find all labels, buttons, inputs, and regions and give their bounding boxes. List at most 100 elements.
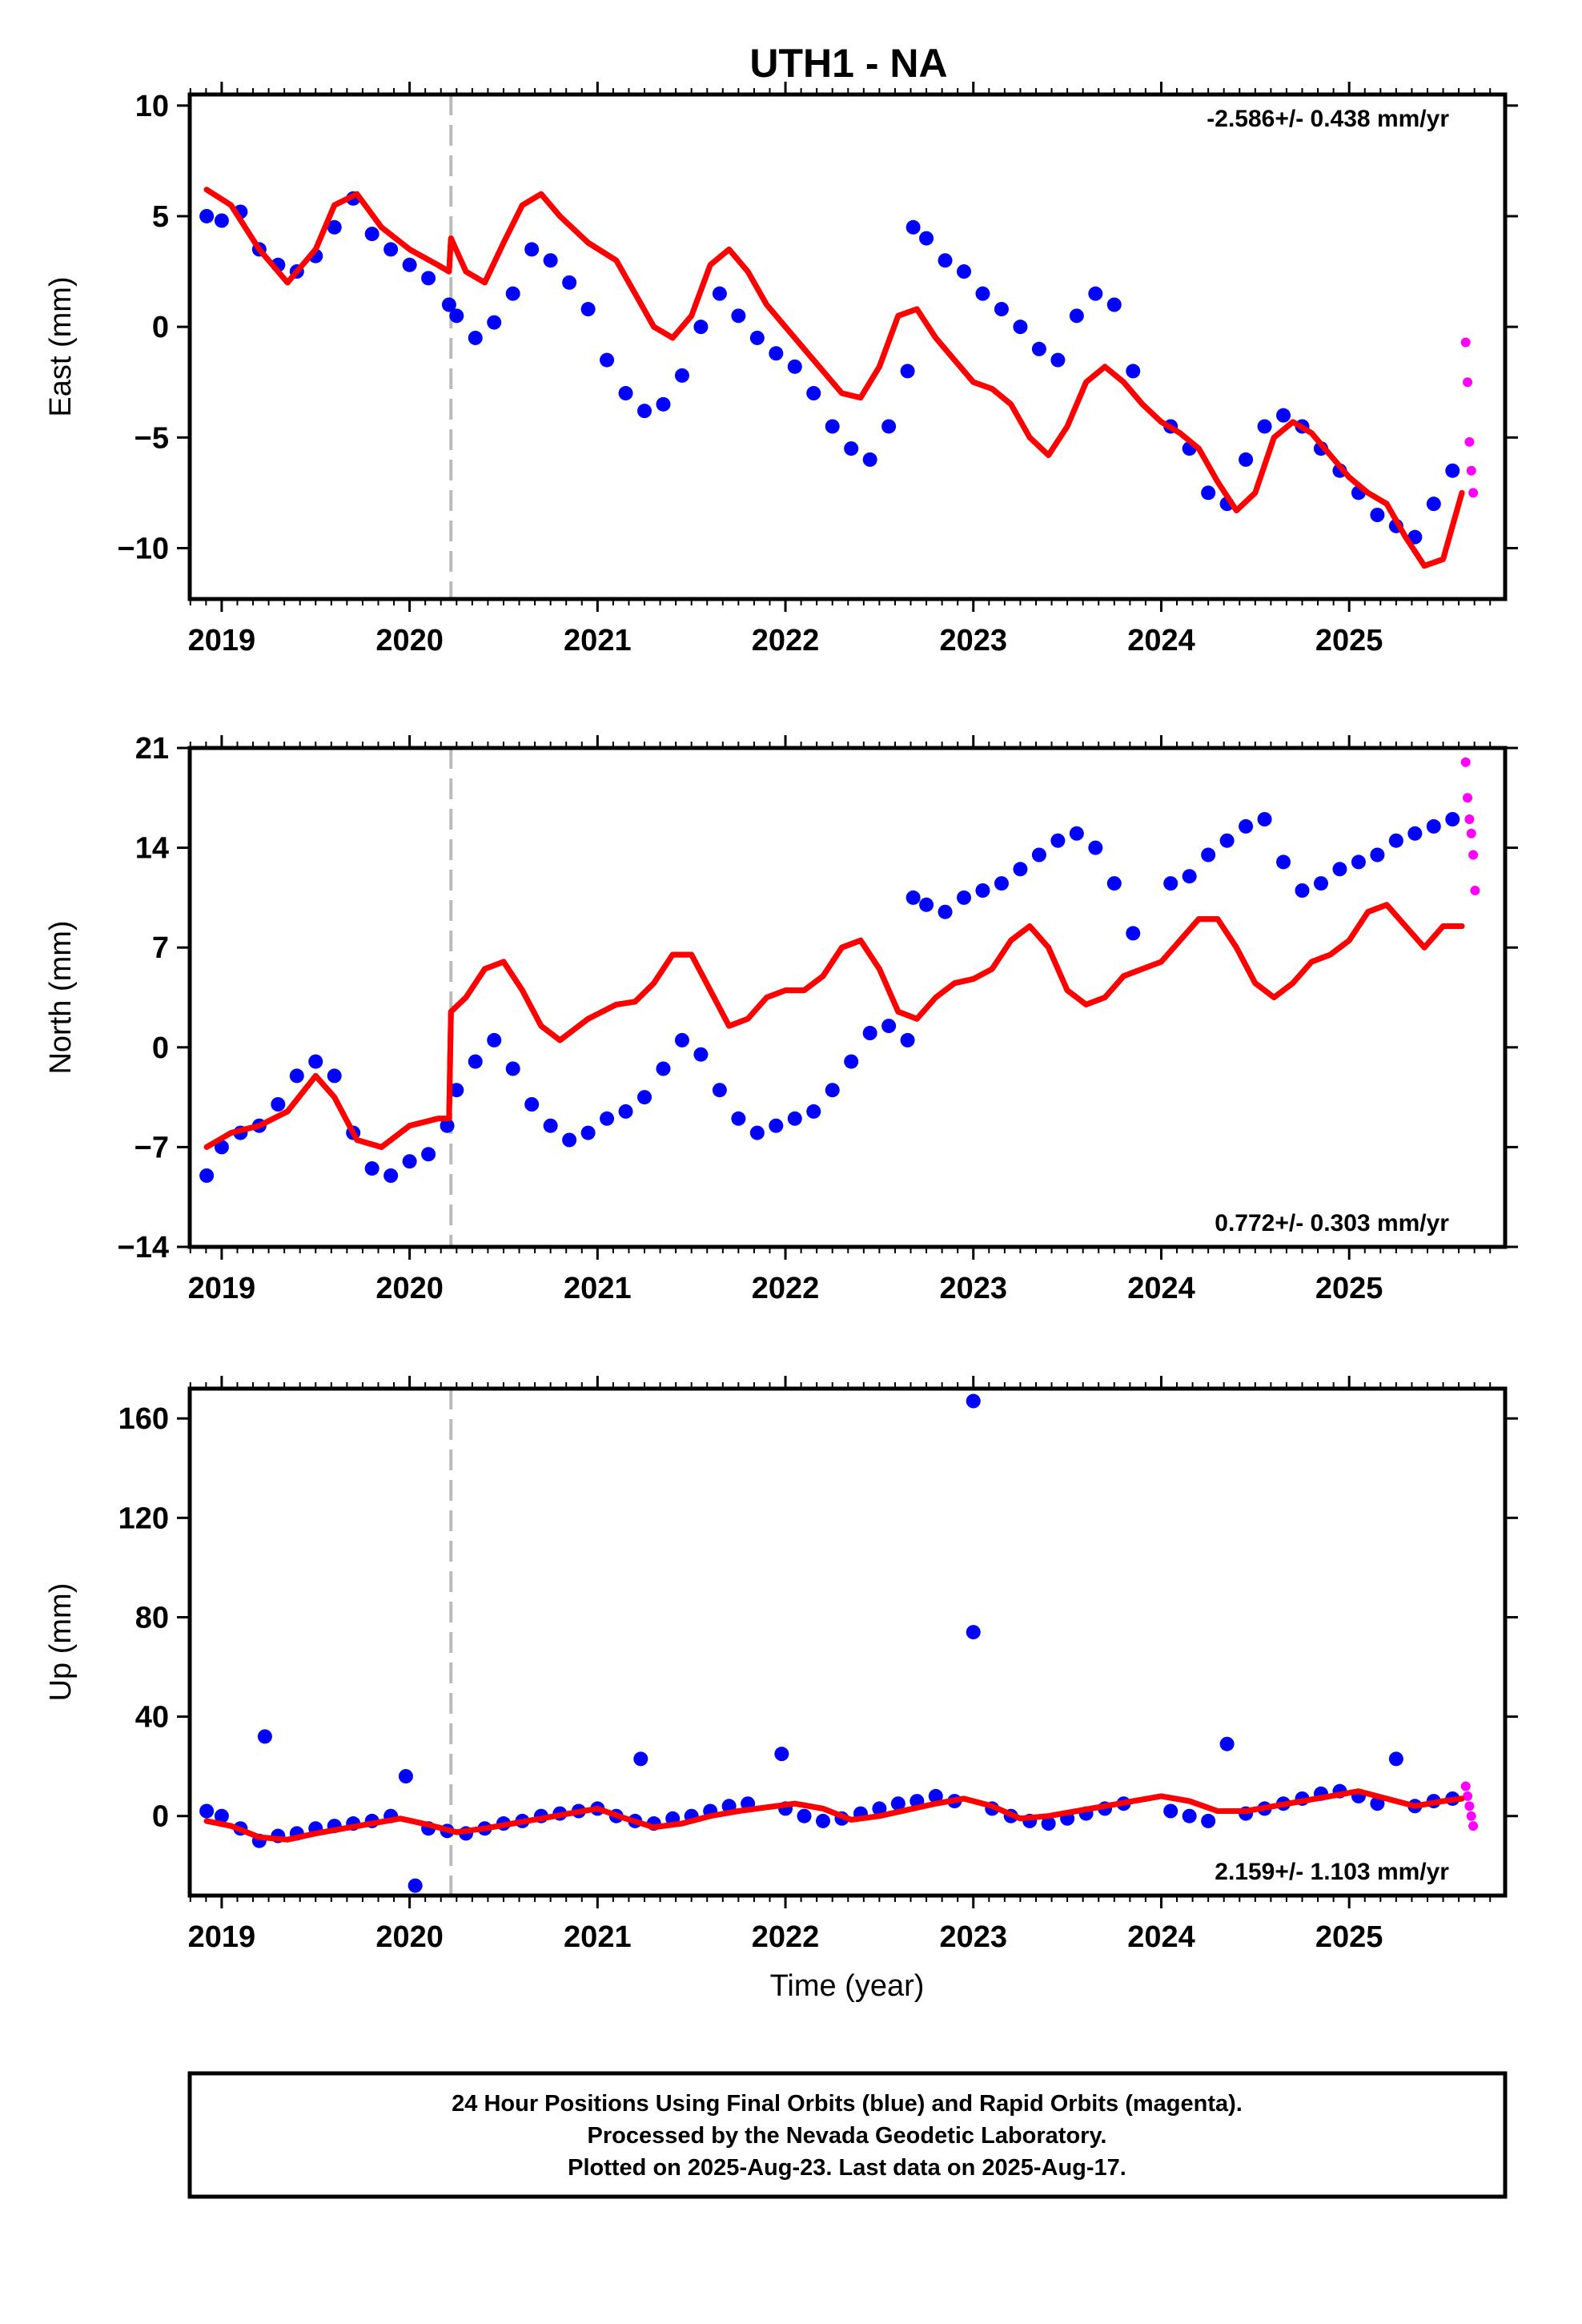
final-orbit-point xyxy=(408,1878,423,1893)
final-orbit-point xyxy=(1219,833,1235,848)
x-tick-label: 2021 xyxy=(564,1920,632,1954)
final-orbit-point xyxy=(383,242,399,257)
final-orbit-point xyxy=(1106,876,1122,891)
footer-line-3: Plotted on 2025-Aug-23. Last data on 202… xyxy=(568,2155,1126,2181)
final-orbit-point xyxy=(1388,1751,1403,1767)
final-orbit-point xyxy=(1276,854,1291,870)
final-orbit-point xyxy=(731,1111,746,1126)
x-tick-label: 2020 xyxy=(375,1920,444,1954)
footer-line-2: Processed by the Nevada Geodetic Laborat… xyxy=(588,2123,1107,2149)
y-tick-label: 120 xyxy=(118,1502,169,1535)
final-orbit-point xyxy=(1013,862,1028,877)
final-orbit-point xyxy=(364,1161,379,1176)
final-orbit-point xyxy=(674,368,689,383)
final-orbit-point xyxy=(257,1729,272,1744)
plot-frame xyxy=(187,1386,1508,1898)
east-panel: 10 5 0 −5 −10 2019 2020 2021 2022 2023 2024 2025 Eas… xyxy=(44,82,1518,657)
final-orbit-point xyxy=(1219,1736,1235,1751)
final-orbit-point xyxy=(199,1803,215,1819)
final-orbit-point xyxy=(402,1154,417,1169)
y-tick-label: 0 xyxy=(152,1800,169,1834)
x-tick-label: 2025 xyxy=(1315,1920,1383,1954)
final-orbit-point xyxy=(1370,847,1385,862)
north-panel: 21 14 7 0 −7 −14 2019 2020 2021 2022 2023 2024 2025 N… xyxy=(44,732,1518,1305)
final-orbit-point xyxy=(1351,854,1366,870)
y-axis-label: North (mm) xyxy=(44,920,78,1074)
final-orbit-point xyxy=(966,1625,981,1640)
final-orbit-point xyxy=(825,1083,840,1098)
plot-frame xyxy=(187,746,1508,1249)
x-tick-label: 2022 xyxy=(752,1920,820,1954)
y-tick-label: 7 xyxy=(152,931,169,965)
final-orbit-point xyxy=(618,386,633,401)
final-orbit-point xyxy=(806,1104,821,1119)
final-orbit-point xyxy=(637,1090,652,1105)
rapid-orbit-point xyxy=(1460,337,1471,348)
y-tick-label: 21 xyxy=(135,732,169,766)
final-orbit-point xyxy=(656,1061,671,1076)
final-orbit-point xyxy=(1257,419,1272,434)
final-orbit-point xyxy=(731,308,746,324)
model-fit-line-top xyxy=(203,1788,1465,1843)
final-orbit-point xyxy=(468,1054,483,1069)
y-axis-label: Up (mm) xyxy=(44,1583,78,1702)
final-orbit-point xyxy=(844,441,859,456)
final-orbit-point xyxy=(712,1083,727,1098)
final-orbit-point xyxy=(271,1097,286,1112)
final-orbit-point xyxy=(712,286,727,301)
final-orbit-point xyxy=(1201,847,1216,862)
final-orbit-point xyxy=(749,1125,765,1140)
final-orbit-point xyxy=(327,1068,342,1084)
final-orbit-point xyxy=(862,452,877,467)
final-orbit-point xyxy=(487,1032,502,1047)
rapid-orbit-point xyxy=(1463,377,1473,388)
final-orbit-point xyxy=(693,320,709,335)
final-orbit-point xyxy=(1088,286,1103,301)
final-orbit-point xyxy=(562,275,577,290)
plot-frame xyxy=(187,92,1508,601)
x-tick-label: 2023 xyxy=(939,1272,1007,1305)
final-orbit-point xyxy=(862,1026,877,1040)
final-orbit-point xyxy=(872,1801,887,1816)
footer-line-1: 24 Hour Positions Using Final Orbits (bl… xyxy=(452,2091,1243,2117)
final-orbit-point xyxy=(1182,869,1197,884)
y-tick-label: 0 xyxy=(152,311,169,344)
rapid-orbit-point xyxy=(1464,1801,1475,1811)
y-tick-label: 160 xyxy=(118,1402,169,1436)
x-tick-label: 2019 xyxy=(188,624,256,657)
final-orbit-point xyxy=(656,396,671,412)
final-orbit-point xyxy=(905,890,921,905)
final-orbit-point xyxy=(797,1808,812,1823)
model-fit-line-top xyxy=(203,902,1465,1150)
y-tick-label: 80 xyxy=(135,1601,169,1634)
final-orbit-point xyxy=(580,302,596,317)
rapid-orbit-point xyxy=(1466,1811,1476,1821)
y-tick-label: 14 xyxy=(135,832,169,866)
final-orbit-point xyxy=(815,1813,830,1828)
y-tick-label: −10 xyxy=(118,532,169,565)
final-orbit-point xyxy=(199,208,215,223)
final-orbit-point xyxy=(633,1751,648,1767)
final-orbit-point xyxy=(449,308,464,324)
final-orbit-point xyxy=(674,1032,689,1047)
y-tick-label: 0 xyxy=(152,1031,169,1065)
final-orbit-point xyxy=(1239,818,1254,834)
final-orbit-point xyxy=(440,1118,455,1133)
y-tick-label: 5 xyxy=(152,200,169,234)
rapid-orbit-point xyxy=(1468,1821,1479,1831)
final-orbit-point xyxy=(524,242,540,257)
final-orbit-point xyxy=(441,297,456,312)
final-orbit-point xyxy=(938,253,953,268)
final-orbit-point xyxy=(1088,840,1103,855)
rapid-orbit-point xyxy=(1470,886,1480,895)
x-tick-label: 2019 xyxy=(188,1920,256,1954)
x-tick-label: 2020 xyxy=(375,624,444,657)
final-orbit-point xyxy=(1426,818,1441,834)
final-orbit-point xyxy=(1426,497,1441,512)
final-orbit-point xyxy=(364,227,379,242)
y-tick-label: 40 xyxy=(135,1701,169,1735)
final-orbit-point xyxy=(524,1097,540,1112)
final-orbit-point xyxy=(1201,485,1216,501)
final-orbit-point xyxy=(769,346,784,361)
final-orbit-point xyxy=(214,1808,229,1823)
